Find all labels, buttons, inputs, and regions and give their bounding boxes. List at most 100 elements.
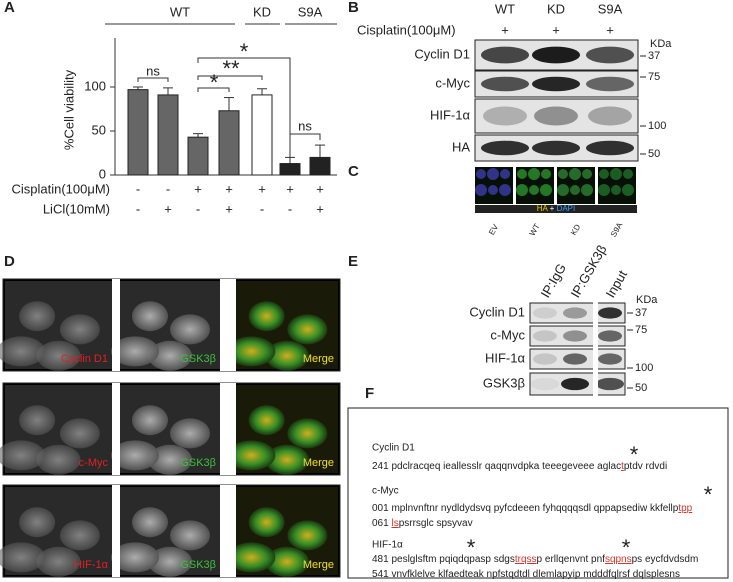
gap bbox=[220, 383, 236, 475]
treatment-label: Cisplatin(100μM) bbox=[357, 22, 456, 37]
cell bbox=[132, 507, 168, 538]
cell bbox=[622, 184, 634, 196]
band bbox=[596, 377, 624, 391]
gap bbox=[112, 279, 120, 371]
cell bbox=[517, 169, 527, 179]
condition-mark: + bbox=[286, 181, 294, 196]
sequence-line: 241 pdclracqeq ieallesslr qaqqnvdpka tee… bbox=[372, 461, 667, 472]
cell bbox=[541, 169, 551, 179]
stain-bar bbox=[475, 205, 637, 213]
cell bbox=[36, 444, 81, 475]
cell bbox=[248, 507, 285, 538]
sequence-segment: 001 mplnvnftnr nydldydsvq pyfcdeeen fyhq… bbox=[372, 503, 679, 514]
sequence-segment: sqpns bbox=[605, 554, 632, 565]
sequence-box bbox=[347, 407, 729, 579]
condition-mark: + bbox=[225, 181, 233, 196]
condition-mark: - bbox=[136, 181, 140, 196]
bar bbox=[279, 163, 301, 176]
condition-mark: + bbox=[225, 201, 233, 216]
panel-label: E bbox=[348, 253, 358, 270]
cell bbox=[611, 185, 621, 195]
band bbox=[588, 106, 632, 126]
y-tick-label: 100 bbox=[84, 78, 106, 93]
treatment-mark: + bbox=[606, 22, 614, 37]
cell bbox=[170, 418, 210, 449]
condition-mark: - bbox=[288, 201, 292, 216]
condition-mark: - bbox=[196, 201, 200, 216]
significance: ** bbox=[222, 56, 240, 81]
stain-label: HA + DAPI bbox=[537, 204, 575, 213]
sequence-segment: 541 vnvfklelve klfaedteak npfstqdtdl dle… bbox=[372, 569, 680, 580]
cell bbox=[170, 520, 210, 551]
sequence-segment: 481 peslglsftm pqiqdqpasp sdgs bbox=[372, 554, 515, 565]
cell bbox=[148, 546, 192, 577]
cell bbox=[528, 168, 540, 180]
cell bbox=[170, 314, 210, 345]
band bbox=[533, 330, 557, 342]
y-tick-label: 50 bbox=[92, 122, 106, 137]
band bbox=[533, 307, 557, 319]
bracket bbox=[197, 57, 291, 158]
kda-label: 50 bbox=[648, 148, 660, 160]
channel-label: Merge bbox=[303, 457, 334, 469]
bracket bbox=[289, 133, 321, 140]
band bbox=[481, 140, 529, 156]
cell bbox=[287, 418, 328, 449]
kda-label: 37 bbox=[635, 307, 647, 319]
column-label: IP:IgG bbox=[538, 261, 569, 300]
condition-label: Cisplatin(100μM) bbox=[11, 181, 110, 196]
channel-label: Merge bbox=[303, 353, 334, 365]
cell bbox=[111, 440, 159, 471]
channel-label: GSK3β bbox=[180, 457, 216, 469]
kda-title: KDa bbox=[636, 294, 658, 306]
panel-label: D bbox=[4, 253, 15, 270]
sample-label: EV bbox=[487, 222, 500, 236]
cell bbox=[148, 340, 192, 371]
cell bbox=[227, 336, 276, 367]
row-label: Cyclin D1 bbox=[469, 304, 525, 319]
row-label: HA bbox=[452, 139, 470, 154]
band bbox=[481, 76, 529, 92]
band bbox=[563, 353, 587, 365]
sequence-segment: tpp bbox=[678, 503, 692, 514]
band bbox=[481, 46, 529, 64]
asterisk: * bbox=[622, 535, 631, 560]
channel-label: HIF-1α bbox=[74, 559, 109, 571]
band bbox=[532, 140, 580, 156]
band bbox=[563, 330, 587, 342]
channel-label: Cyclin D1 bbox=[61, 353, 108, 365]
band bbox=[532, 76, 580, 92]
cell bbox=[581, 184, 593, 196]
blot-strip bbox=[529, 325, 626, 347]
column-label: S9A bbox=[598, 1, 623, 16]
cell bbox=[36, 340, 81, 371]
band bbox=[532, 46, 580, 64]
cell bbox=[227, 542, 276, 573]
cell bbox=[19, 301, 56, 332]
cell bbox=[287, 314, 328, 345]
cell bbox=[582, 169, 592, 179]
band bbox=[561, 377, 589, 391]
condition-label: LiCl(10mM) bbox=[43, 201, 110, 216]
row-label: GSK3β bbox=[483, 375, 525, 390]
cell bbox=[59, 314, 100, 345]
condition-mark: - bbox=[260, 201, 264, 216]
bracket bbox=[197, 75, 263, 80]
cell bbox=[132, 301, 168, 332]
cell bbox=[36, 546, 81, 577]
group-label: WT bbox=[170, 4, 190, 19]
cell bbox=[569, 168, 581, 180]
sequence-line: 541 vnvfklelve klfaedteak npfstqdtdl dle… bbox=[372, 569, 680, 580]
band bbox=[598, 307, 622, 319]
kda-label: 50 bbox=[635, 382, 647, 394]
gap bbox=[220, 279, 236, 371]
asterisk: * bbox=[467, 535, 476, 560]
asterisk: * bbox=[704, 482, 713, 507]
blot-strip bbox=[529, 302, 626, 324]
sequence-segment: ls bbox=[391, 518, 398, 529]
cell bbox=[59, 520, 100, 551]
sample-label: WT bbox=[528, 222, 542, 237]
row-label: c-Myc bbox=[490, 327, 525, 342]
bar bbox=[218, 110, 240, 176]
